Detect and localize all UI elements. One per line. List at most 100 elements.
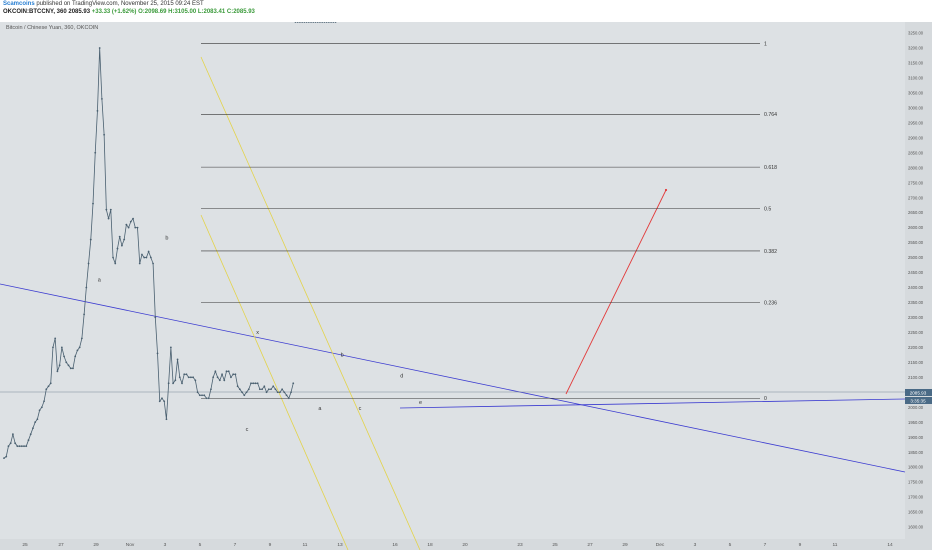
price-point bbox=[69, 367, 72, 370]
price-point bbox=[247, 388, 250, 391]
price-tick-label: 1750.00 bbox=[908, 480, 924, 485]
price-point bbox=[154, 316, 157, 319]
price-point bbox=[125, 223, 128, 226]
price-tick-label: 1950.00 bbox=[908, 420, 924, 425]
yellow-channel-line-lower[interactable] bbox=[200, 214, 349, 551]
time-tick-label: 25 bbox=[552, 542, 558, 548]
price-point bbox=[285, 394, 288, 397]
price-tick-label: 2300.00 bbox=[908, 315, 924, 320]
fib-level-label: 0.764 bbox=[764, 112, 777, 118]
price-point bbox=[221, 373, 223, 376]
price-point bbox=[261, 388, 263, 391]
countdown-badge: 3:35:35 bbox=[910, 399, 926, 404]
price-point bbox=[323, 21, 326, 23]
price-point bbox=[16, 445, 19, 448]
price-point bbox=[136, 226, 139, 229]
author-link[interactable]: Scamcoins bbox=[3, 1, 35, 7]
time-axis[interactable] bbox=[0, 539, 905, 550]
price-point bbox=[147, 250, 150, 253]
price-point bbox=[183, 373, 186, 376]
price-point bbox=[20, 445, 23, 448]
price-point bbox=[203, 394, 206, 397]
time-tick-label: 7 bbox=[234, 542, 237, 548]
price-point bbox=[163, 400, 166, 403]
price-point bbox=[234, 373, 237, 376]
time-tick-label: 27 bbox=[58, 542, 64, 548]
wave-labels: a b c x a b c d e bbox=[98, 236, 422, 434]
price-point bbox=[123, 238, 126, 241]
chart-title: Bitcoin / Chinese Yuan, 360, OKCOIN bbox=[6, 25, 98, 31]
price-point bbox=[92, 202, 94, 205]
low-value: L:2083.41 bbox=[197, 9, 226, 15]
price-tick-label: 3050.00 bbox=[908, 90, 924, 95]
price-point bbox=[98, 47, 101, 49]
price-point bbox=[267, 388, 270, 391]
fib-level-label: 0 bbox=[764, 396, 767, 402]
price-point bbox=[334, 21, 337, 23]
price-point bbox=[43, 400, 45, 403]
ohlc-info: OKCOIN:BTCCNY, 360 2085.93 +33.33 (+1.62… bbox=[3, 9, 255, 15]
price-point bbox=[105, 208, 108, 211]
wave-label: b bbox=[165, 236, 168, 242]
time-tick-label: 5 bbox=[199, 542, 202, 548]
open-value: O:2098.69 bbox=[138, 9, 167, 15]
price-point bbox=[101, 97, 103, 100]
price-point bbox=[54, 337, 57, 340]
time-tick-label: 3 bbox=[694, 542, 697, 548]
price-point bbox=[49, 382, 52, 385]
price-point bbox=[74, 355, 77, 358]
wave-label: e bbox=[419, 400, 422, 406]
price-point bbox=[87, 262, 90, 265]
price-change: +33.33 (+1.62%) bbox=[91, 9, 137, 15]
price-point bbox=[279, 391, 281, 394]
price-point bbox=[241, 391, 243, 394]
price-point bbox=[118, 235, 121, 238]
price-point bbox=[12, 433, 14, 436]
price-point bbox=[276, 391, 279, 394]
price-point bbox=[141, 253, 143, 256]
price-point bbox=[56, 370, 59, 373]
price-tick-label: 2900.00 bbox=[908, 135, 924, 140]
price-point bbox=[121, 244, 123, 247]
price-point bbox=[145, 256, 148, 259]
chart-area[interactable]: Bitcoin / Chinese Yuan, 360, OKCOIN 1600… bbox=[0, 16, 932, 551]
price-point bbox=[274, 388, 277, 391]
price-tick-label: 2250.00 bbox=[908, 330, 924, 335]
price-tick-label: 2150.00 bbox=[908, 360, 924, 365]
time-tick-label: 13 bbox=[337, 542, 343, 548]
price-point bbox=[194, 379, 197, 382]
yellow-channel-line-upper[interactable] bbox=[200, 56, 421, 551]
price-axis-ticks: 1600.00 1650.00 1700.00 1750.00 1800.00 1850.… bbox=[908, 16, 924, 530]
price-point bbox=[319, 21, 321, 23]
price-point bbox=[169, 346, 172, 349]
price-point bbox=[238, 388, 241, 391]
price-point bbox=[47, 385, 50, 388]
red-projection-line[interactable] bbox=[565, 189, 667, 395]
time-tick-label: 9 bbox=[799, 542, 802, 548]
price-point bbox=[296, 21, 299, 23]
wave-label: a bbox=[98, 277, 102, 283]
fib-level-label: 1 bbox=[764, 41, 767, 47]
fibonacci-retracement[interactable]: 1 0.764 0.618 0.5 0.382 0.236 0 bbox=[201, 41, 777, 402]
price-point bbox=[236, 385, 239, 388]
blue-trendline-flat[interactable] bbox=[399, 398, 906, 409]
wave-label: x bbox=[256, 330, 259, 336]
price-point bbox=[78, 346, 81, 349]
price-point bbox=[227, 370, 230, 373]
price-point bbox=[60, 346, 63, 349]
price-tick-label: 2700.00 bbox=[908, 195, 924, 200]
price-point bbox=[109, 208, 112, 211]
time-tick-label: 11 bbox=[833, 542, 838, 548]
price-point bbox=[258, 388, 261, 391]
price-point bbox=[281, 388, 284, 391]
time-tick-label: 25 bbox=[22, 542, 28, 548]
price-point bbox=[252, 382, 255, 385]
time-tick-label: 18 bbox=[427, 542, 433, 548]
price-point bbox=[205, 397, 208, 400]
chart-svg[interactable]: Bitcoin / Chinese Yuan, 360, OKCOIN 1600… bbox=[0, 16, 932, 551]
price-axis[interactable] bbox=[905, 22, 932, 550]
price-point bbox=[127, 226, 130, 229]
price-point bbox=[307, 21, 310, 23]
blue-trendline-descending[interactable] bbox=[0, 283, 906, 473]
price-point bbox=[34, 421, 37, 424]
